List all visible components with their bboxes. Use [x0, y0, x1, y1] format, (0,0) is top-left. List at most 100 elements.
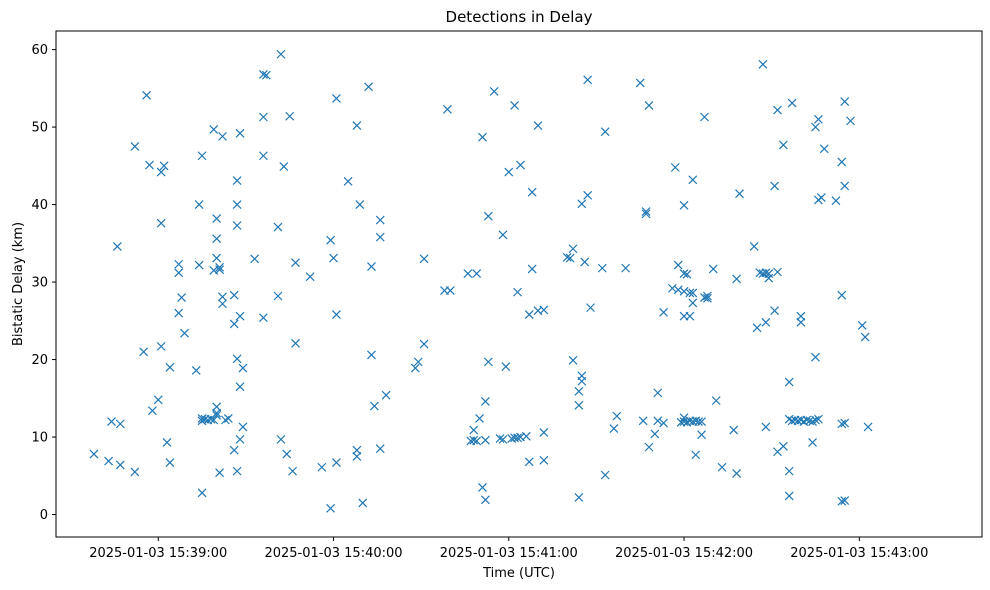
data-point-81 [291, 338, 300, 348]
data-point-107 [419, 339, 429, 349]
data-point-116 [469, 425, 479, 435]
data-point-102 [375, 444, 385, 454]
data-point-106 [419, 254, 429, 264]
data-point-20 [174, 259, 184, 269]
data-point-149 [565, 253, 575, 263]
data-point-114 [469, 435, 479, 445]
data-point-41 [212, 410, 222, 420]
data-point-63 [235, 434, 245, 444]
data-point-16 [159, 161, 169, 171]
data-point-254 [816, 193, 826, 203]
data-point-140 [524, 457, 534, 467]
data-point-54 [229, 445, 239, 455]
data-point-181 [673, 260, 683, 270]
data-point-246 [808, 417, 817, 426]
data-point-86 [326, 503, 336, 513]
data-point-55 [232, 176, 242, 185]
data-point-266 [857, 321, 867, 330]
data-point-56 [232, 200, 242, 209]
data-point-122 [480, 495, 490, 505]
y-tick-label-5: 50 [31, 121, 48, 136]
data-point-37 [209, 124, 219, 134]
data-point-118 [478, 482, 487, 492]
data-point-155 [574, 400, 584, 410]
data-point-187 [679, 413, 689, 423]
data-point-19 [165, 458, 175, 468]
data-point-248 [811, 415, 820, 425]
data-point-218 [758, 59, 768, 69]
data-point-73 [273, 222, 283, 232]
data-point-200 [691, 450, 701, 460]
data-point-228 [773, 267, 782, 277]
data-point-23 [177, 293, 187, 302]
data-point-115 [472, 436, 482, 446]
x-tick-label-2: 2025-01-03 15:41:00 [440, 546, 578, 561]
y-tick-label-4: 40 [31, 198, 48, 213]
data-point-256 [831, 196, 841, 206]
data-point-2 [107, 417, 116, 426]
data-point-132 [510, 100, 520, 110]
data-point-4 [115, 419, 125, 429]
data-point-260 [840, 418, 850, 428]
data-point-15 [156, 341, 166, 351]
data-point-21 [174, 268, 184, 278]
data-point-258 [837, 290, 847, 300]
data-point-156 [574, 493, 584, 502]
data-point-40 [212, 402, 222, 412]
data-point-233 [784, 466, 794, 476]
data-point-77 [282, 449, 292, 459]
y-tick-label-0: 0 [40, 508, 48, 523]
y-axis: 0 10 20 30 40 50 60 [31, 43, 56, 523]
data-point-168 [635, 78, 645, 88]
data-point-244 [802, 415, 812, 425]
data-point-147 [539, 455, 549, 465]
data-point-0 [89, 449, 99, 459]
data-point-163 [600, 127, 610, 137]
data-point-52 [229, 319, 239, 329]
data-point-22 [174, 308, 184, 318]
x-axis-label: Time (UTC) [482, 566, 555, 581]
data-point-96 [364, 82, 373, 92]
data-point-197 [688, 298, 698, 308]
data-point-68 [261, 70, 271, 80]
data-point-8 [139, 347, 149, 357]
data-point-216 [752, 323, 762, 333]
data-point-242 [796, 317, 806, 327]
data-point-151 [568, 355, 578, 365]
data-point-95 [358, 498, 368, 508]
data-point-164 [600, 470, 610, 480]
data-point-109 [443, 104, 452, 114]
data-point-241 [796, 311, 806, 321]
data-point-28 [197, 151, 207, 161]
data-point-184 [679, 269, 689, 278]
data-point-195 [688, 175, 698, 185]
data-point-50 [221, 415, 230, 425]
y-tick-label-6: 60 [31, 43, 48, 58]
y-tick-label-2: 20 [31, 353, 48, 368]
data-point-172 [644, 100, 654, 110]
data-point-202 [697, 430, 706, 440]
data-point-267 [860, 332, 870, 342]
data-point-159 [583, 190, 593, 200]
data-point-92 [352, 451, 362, 461]
data-point-192 [685, 311, 695, 321]
data-point-97 [367, 262, 376, 271]
data-point-60 [235, 128, 245, 138]
data-point-176 [653, 416, 663, 426]
chart-title: Detections in Delay [446, 8, 593, 26]
data-point-91 [352, 121, 362, 130]
data-point-120 [480, 396, 490, 406]
data-point-179 [667, 283, 677, 293]
data-point-44 [215, 265, 225, 275]
data-point-185 [679, 286, 689, 296]
data-point-196 [688, 288, 698, 298]
x-tick-label-3: 2025-01-03 15:42:00 [615, 546, 753, 561]
data-point-214 [735, 189, 744, 199]
data-point-210 [717, 462, 727, 472]
data-point-47 [218, 131, 227, 141]
data-point-10 [145, 160, 154, 170]
x-tick-label-4: 2025-01-03 15:43:00 [790, 546, 928, 561]
data-point-59 [232, 466, 242, 476]
data-point-48 [218, 292, 227, 302]
